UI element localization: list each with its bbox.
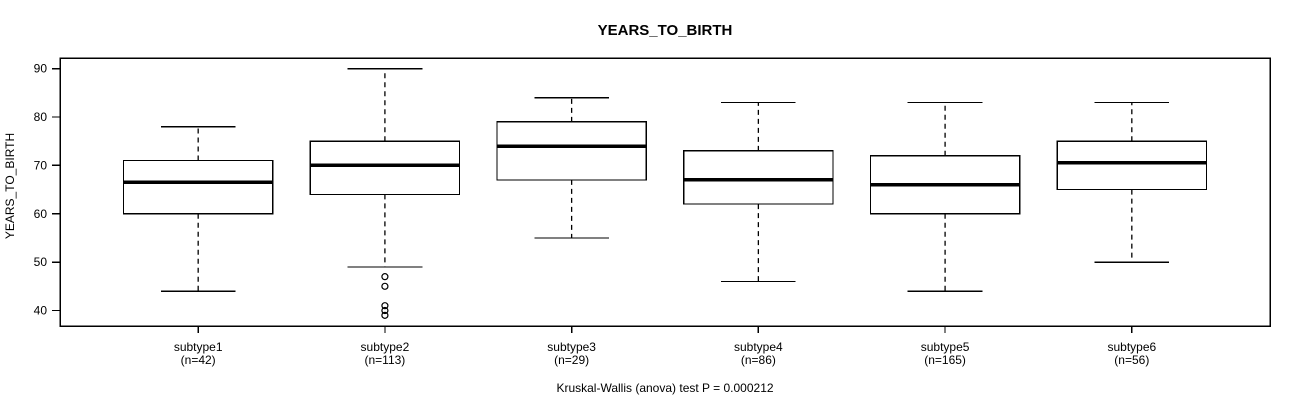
y-axis-label: YEARS_TO_BIRTH [3, 133, 17, 239]
outlier-point [381, 306, 389, 315]
y-tick-label: 80 [34, 110, 48, 124]
x-category-n-label: (n=165) [924, 353, 966, 367]
iqr-box [496, 121, 647, 181]
boxplot-group-subtype1: subtype1(n=42) [122, 126, 274, 367]
y-tick-label: 70 [34, 158, 48, 172]
x-category-label: subtype5 [921, 340, 970, 354]
x-category-label: subtype6 [1107, 340, 1156, 354]
iqr-box [683, 150, 834, 205]
chart-title: YEARS_TO_BIRTH [598, 22, 733, 39]
outlier-point [381, 302, 389, 310]
iqr-box [122, 159, 274, 215]
outlier-point [381, 282, 389, 290]
plot-body: 405060708090subtype1(n=42)subtype2(n=113… [34, 57, 1271, 367]
x-category-label: subtype1 [174, 340, 223, 354]
x-category-label: subtype2 [361, 340, 410, 354]
boxplot-group-subtype3: subtype3(n=29) [496, 97, 647, 367]
boxplot-group-subtype2: subtype2(n=113) [309, 67, 461, 367]
x-category-label: subtype3 [547, 340, 596, 354]
x-category-label: subtype4 [734, 340, 783, 354]
y-tick-label: 40 [34, 304, 48, 318]
boxplot-group-subtype4: subtype4(n=86) [683, 101, 834, 367]
y-tick-label: 60 [34, 207, 48, 221]
boxplot-group-subtype5: subtype5(n=165) [869, 101, 1021, 367]
y-tick-label: 50 [34, 255, 48, 269]
outlier-point [381, 273, 389, 281]
iqr-box [1056, 140, 1208, 191]
x-category-n-label: (n=42) [181, 353, 216, 367]
y-tick-label: 90 [34, 62, 48, 76]
stat-test-caption: Kruskal-Wallis (anova) test P = 0.000212 [556, 381, 773, 395]
plot-frame [59, 57, 1271, 327]
x-category-n-label: (n=86) [741, 353, 776, 367]
x-category-n-label: (n=56) [1114, 353, 1149, 367]
x-category-n-label: (n=113) [365, 353, 406, 367]
outlier-point [381, 311, 389, 319]
iqr-box [309, 140, 461, 196]
x-category-n-label: (n=29) [554, 353, 589, 367]
boxplot-group-subtype6: subtype6(n=56) [1056, 101, 1208, 367]
